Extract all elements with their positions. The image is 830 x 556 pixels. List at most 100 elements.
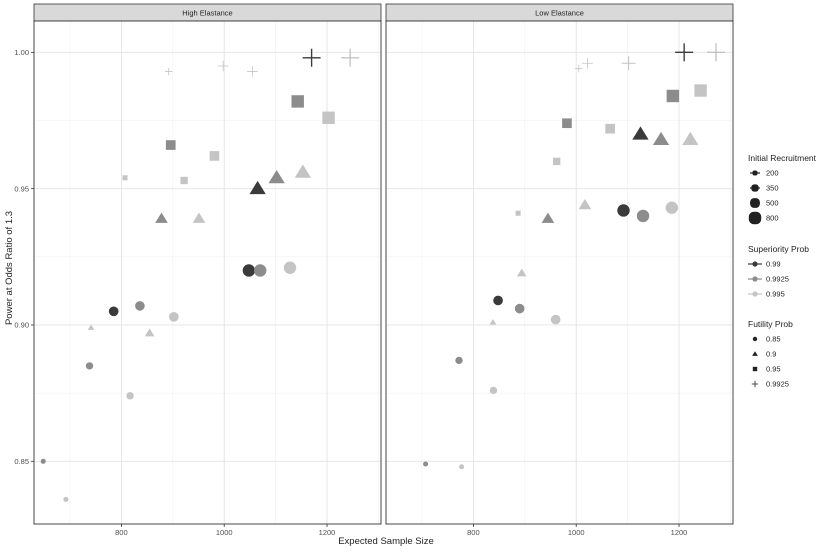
data-point [605,123,615,134]
data-point [489,386,498,395]
x-axis: 800 1000 1200 800 1000 1200 [115,524,687,537]
data-point [617,204,630,217]
panel-border [385,20,734,525]
data-point [665,201,679,214]
data-point [541,212,555,223]
legend-size: Initial Recruitment 200 350 500 800 [748,153,817,225]
data-point [165,140,176,150]
data-point [562,118,572,129]
data-point [294,164,312,178]
data-point [514,303,525,314]
data-point [126,392,134,400]
data-point [493,295,503,306]
data-point [144,328,155,337]
data-point [621,56,636,71]
data-point [666,89,680,103]
legend-item: 0.85 [752,335,781,344]
panel-background [34,21,381,524]
data-point [582,57,593,69]
data-point [550,314,561,325]
data-point [652,131,670,146]
data-point [192,212,206,223]
legend-title: Futility Prob [748,319,793,329]
legend-key [752,351,758,356]
data-point [283,261,297,274]
panel-2: Low Elastance [385,3,734,525]
data-point [675,43,694,62]
legend-item: 500 [750,198,779,208]
legend-label: 350 [766,184,779,193]
legend-key [752,261,758,267]
data-point [682,131,699,146]
legend-title: Initial Recruitment [748,153,817,163]
legend-label: 500 [766,199,779,208]
legend-item: 0.99 [748,260,781,269]
x-tick-label: 800 [115,528,128,537]
data-point [108,306,119,317]
y-tick-label: 0.95 [14,184,29,193]
data-point [40,458,46,464]
data-point [253,264,267,277]
panel-title: Low Elastance [535,9,584,18]
data-point [291,95,304,108]
data-point [423,461,429,467]
data-point [459,464,465,470]
data-point [302,48,321,67]
legend-label: 0.99 [766,260,781,269]
data-point [135,301,145,311]
panels: High Elastance Low Elastance [33,3,734,525]
y-tick-label: 1.00 [14,48,29,57]
legend-label: 0.9 [766,350,776,359]
legend-key [752,276,758,282]
legend-label: 0.95 [766,365,781,374]
panel-title: High Elastance [182,9,232,18]
legend-item: 200 [750,169,779,178]
data-point [707,43,726,62]
legend-title: Superiority Prob [748,244,809,254]
x-tick-label: 800 [467,528,480,537]
data-point [209,151,220,161]
data-points [40,48,360,502]
panel-background [386,21,733,524]
data-point [268,169,285,184]
data-point [63,496,69,502]
legend-key [752,336,758,342]
legend-item: 0.9 [752,350,776,359]
legend-shape: Futility Prob 0.85 0.9 0.95 0.9925 [748,319,793,389]
legend-label: 800 [766,214,779,223]
data-point [578,198,592,210]
legend-colour: Superiority Prob 0.99 0.9925 0.995 [748,244,809,299]
data-point [168,311,179,322]
legend-label: 0.85 [766,335,781,344]
x-axis-title: Expected Sample Size [338,536,434,547]
x-tick-label: 1200 [319,528,336,537]
data-point [694,84,707,97]
legend-key [751,380,759,388]
data-point [515,210,521,216]
legend-label: 0.9925 [766,275,789,284]
data-point [455,356,463,365]
data-point [87,324,95,330]
panel-border [33,20,382,525]
data-point [122,175,128,181]
x-tick-label: 1200 [671,528,688,537]
data-point [247,66,258,77]
data-point [516,268,527,277]
legend-item: 0.9925 [751,380,789,389]
legend-label: 0.9925 [766,380,789,389]
y-tick-label: 0.90 [14,321,29,330]
legend-label: 0.995 [766,290,785,299]
data-point [341,48,360,67]
data-point [322,111,335,124]
legend-key [752,291,758,297]
legend-item: 0.995 [748,290,785,299]
legend-item: 800 [748,211,779,225]
legend-item: 0.9925 [748,275,789,284]
data-point [242,264,256,277]
data-point [249,180,266,195]
data-point [165,67,173,76]
y-tick-label: 0.85 [14,457,29,466]
legend-item: 350 [750,184,779,193]
data-point [180,176,188,185]
